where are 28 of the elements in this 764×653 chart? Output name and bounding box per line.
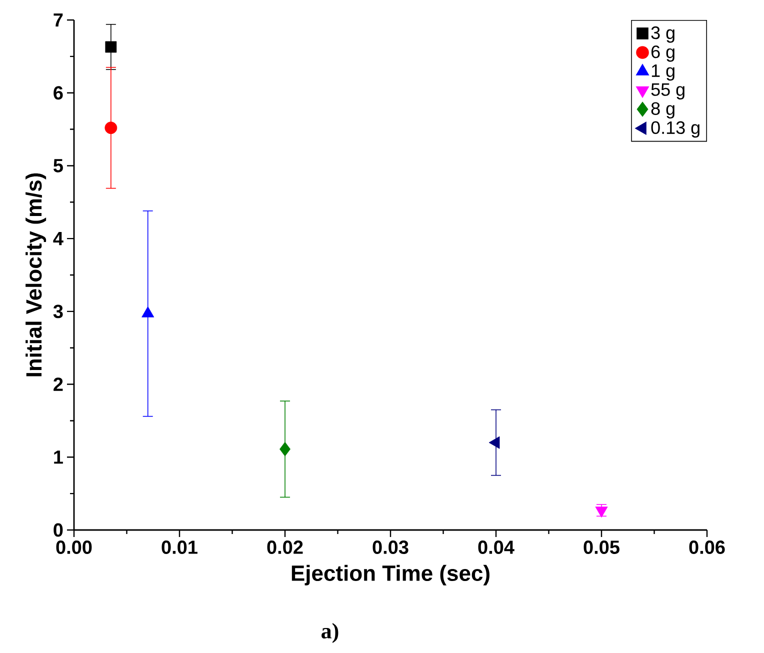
x-axis-title: Ejection Time (sec) [292,564,490,586]
x-tick-label: 0.06 [689,540,725,554]
y-tick-label: 6 [54,86,63,100]
legend-label: 1 g [652,64,674,81]
legend-label: 8 g [651,102,674,119]
x-tick-label: 0.00 [56,540,92,554]
legend-label: 6 g [651,45,674,62]
x-tick-label: 0.04 [478,540,514,554]
y-tick-label: 1 [54,450,63,464]
y-tick-label: 5 [53,159,63,172]
x-tick-label: 0.01 [162,540,198,554]
y-tick-label: 0 [54,523,63,537]
text: a) [322,623,338,643]
y-tick-label: 3 [53,304,63,318]
point [105,41,117,53]
x-tick-label: 0.02 [267,540,303,554]
y-tick-label: 4 [53,232,64,246]
x-tick-label: 0.03 [372,540,408,554]
point [104,122,118,134]
point [280,442,290,456]
y-tick-label: 2 [54,378,63,391]
legend-label: 55 g [651,83,684,100]
y-tick-label: 7 [54,13,63,27]
legend-label: 3 g [651,26,674,43]
legend-label: 0.13 g [651,121,700,138]
x-tick-label: 0.05 [584,540,620,554]
point [488,436,500,449]
y-axis-title: Initial Velocity (m/s) [26,173,46,376]
